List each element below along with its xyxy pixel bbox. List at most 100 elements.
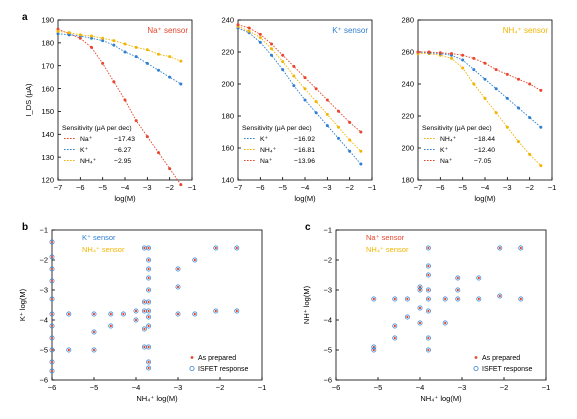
y-tick-label: −2: [323, 256, 332, 265]
data-point: [359, 130, 363, 134]
legend-label: K⁺: [440, 147, 449, 154]
isfet-response-point: [455, 296, 461, 302]
series-3: [236, 23, 363, 134]
as-prepared-point: [235, 246, 238, 250]
data-point: [101, 36, 105, 40]
data-point: [303, 87, 307, 91]
legend-label: K⁺: [80, 147, 89, 154]
data-point: [292, 84, 296, 88]
y-tick-label: 180: [221, 112, 234, 121]
data-point: [123, 98, 127, 102]
as-prepared-point: [372, 345, 375, 349]
isfet-response-point: [518, 245, 524, 251]
x-tick-label: −3: [323, 183, 332, 192]
as-prepared-point: [393, 297, 396, 301]
isfet-response-point: [425, 245, 431, 251]
isfet-response-point: [175, 311, 181, 317]
isfet-response-point: [425, 263, 431, 269]
as-prepared-point: [456, 276, 459, 280]
isfet-response-point: [455, 287, 461, 293]
y-tick-label: 170: [41, 61, 54, 70]
isfet-response-point: [371, 347, 377, 353]
legend: As prepared ISFET response: [473, 355, 533, 373]
legend-label: NH₄⁺: [440, 136, 457, 143]
isfet-response-point: [49, 311, 55, 317]
as-prepared-point: [147, 324, 150, 328]
isfet-response-point: [417, 320, 423, 326]
series-fit-line: [237, 25, 362, 152]
data-point: [123, 42, 127, 46]
data-point: [303, 76, 307, 80]
as-prepared-point: [176, 267, 180, 271]
data-point: [494, 87, 498, 91]
isfet-response-point: [392, 296, 398, 302]
y-tick-label: 130: [41, 153, 54, 162]
isfet-response-point: [146, 275, 152, 281]
isfet-response-point: [442, 296, 448, 302]
as-prepared-point: [456, 288, 459, 292]
series-fit-line: [418, 51, 542, 91]
legend-label: K⁺: [260, 136, 269, 143]
sensor-label: Na⁺ sensor: [366, 233, 405, 242]
as-prepared-point: [143, 300, 146, 304]
x-tick-label: −4: [121, 183, 130, 192]
isfet-response-point: [404, 296, 410, 302]
as-prepared-point: [427, 336, 430, 340]
y-tick-label: −5: [39, 346, 48, 355]
legend-marker: [473, 365, 479, 371]
data-point: [78, 33, 82, 37]
legend: Sensitivity (μA per dec) Na⁺ −17.43 K⁺ −6.27…: [62, 125, 135, 165]
x-tick-label: −6: [48, 383, 57, 392]
as-prepared-point: [67, 312, 70, 316]
data-point: [157, 52, 160, 56]
data-point: [270, 42, 273, 46]
isfet-response-point: [425, 296, 431, 302]
as-prepared-point: [92, 312, 96, 316]
as-prepared-point: [50, 240, 54, 244]
x-tick-label: −2: [216, 383, 225, 392]
isfet-response-point: [476, 296, 482, 302]
isfet-response-point: [146, 344, 152, 350]
isfet-response-point: [146, 287, 152, 293]
as-prepared-point: [214, 309, 217, 313]
data-point: [450, 56, 453, 60]
data-point: [359, 162, 363, 166]
y-tick-label: 140: [221, 176, 234, 185]
isfet-response-point: [146, 299, 152, 305]
x-tick-label: −6: [436, 183, 445, 192]
isfet-response-point: [146, 359, 152, 365]
x-tick-label: −3: [143, 183, 152, 192]
as-prepared-point: [393, 324, 396, 328]
data-point: [145, 61, 149, 65]
as-prepared-point: [498, 246, 501, 250]
legend-marker: [189, 365, 195, 371]
data-point: [281, 60, 285, 64]
isfet-response-point: [49, 296, 55, 302]
x-tick-label: −4: [416, 383, 425, 392]
series-fit-line: [417, 51, 542, 128]
as-prepared-point: [67, 348, 70, 352]
data-point: [90, 45, 93, 49]
x-tick-label: −1: [368, 183, 377, 192]
data-point: [348, 138, 352, 142]
as-prepared-point: [418, 288, 422, 292]
legend-label: Na⁺: [260, 158, 273, 165]
isfet-response-point: [213, 308, 219, 314]
y-tick-label: 220: [401, 112, 414, 121]
x-tick-label: −4: [301, 183, 310, 192]
legend-label: NH₄⁺: [260, 147, 277, 154]
isfet-response-point: [49, 278, 55, 284]
series-fit-line: [237, 24, 362, 133]
x-tick-label: −5: [458, 183, 467, 192]
as-prepared-point: [427, 264, 430, 268]
data-point: [179, 82, 183, 86]
x-tick-label: −1: [548, 183, 557, 192]
isfet-response-point: [146, 365, 152, 371]
data-point: [179, 59, 183, 63]
y-tick-label: −3: [39, 286, 48, 295]
series-2: [416, 50, 543, 129]
as-prepared-point: [193, 312, 196, 316]
isfet-response-point: [392, 323, 398, 329]
isfet-response-point: [175, 284, 181, 290]
